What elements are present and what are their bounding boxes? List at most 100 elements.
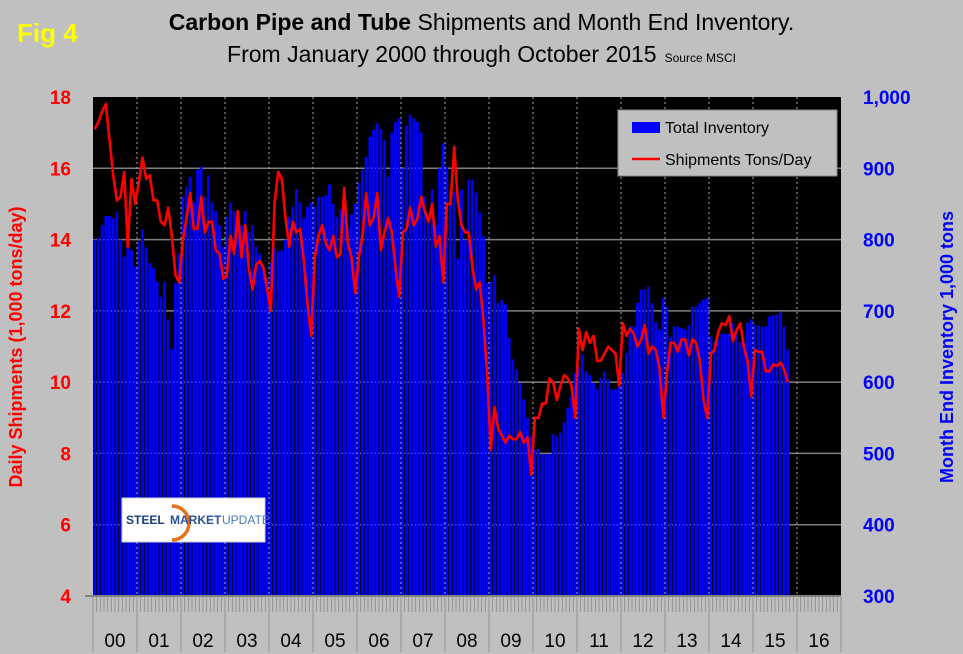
inventory-bar xyxy=(188,176,192,596)
inventory-bar xyxy=(625,352,628,596)
x-tick-label: 05 xyxy=(324,631,345,652)
inventory-bar xyxy=(97,237,100,596)
inventory-bar xyxy=(372,129,375,596)
logo-word-update: UPDATE xyxy=(222,513,270,527)
inventory-bar xyxy=(166,319,170,596)
inventory-bar xyxy=(632,326,636,596)
inventory-bar xyxy=(467,179,471,597)
inventory-bar xyxy=(177,253,181,597)
inventory-bar xyxy=(478,212,482,597)
inventory-bar xyxy=(500,300,504,596)
inventory-bar xyxy=(276,251,280,596)
inventory-bar xyxy=(742,342,746,596)
inventory-bar xyxy=(130,250,133,596)
x-tick-label: 12 xyxy=(632,631,653,652)
inventory-bar xyxy=(225,216,229,596)
inventory-bar xyxy=(540,454,544,596)
inventory-bar xyxy=(614,389,617,596)
x-tick-label: 01 xyxy=(148,631,169,652)
inventory-bar xyxy=(566,407,570,596)
inventory-bar xyxy=(232,211,236,597)
inventory-bar xyxy=(654,322,658,596)
inventory-bar xyxy=(247,232,251,596)
inventory-bar xyxy=(683,329,687,596)
inventory-bar xyxy=(137,241,141,596)
inventory-bar xyxy=(243,211,247,597)
left-tick-label: 8 xyxy=(60,444,71,465)
inventory-bar xyxy=(346,228,350,596)
right-tick-label: 1,000 xyxy=(863,88,911,109)
inventory-bar xyxy=(174,283,177,596)
inventory-bar xyxy=(269,263,273,596)
inventory-bar xyxy=(504,304,507,596)
inventory-bar xyxy=(251,225,254,597)
inventory-bar xyxy=(727,333,731,596)
inventory-bar xyxy=(412,118,416,596)
inventory-bar xyxy=(309,202,313,596)
inventory-bar xyxy=(702,299,705,596)
inventory-bar xyxy=(306,206,309,596)
inventory-bar xyxy=(298,202,302,596)
inventory-bar xyxy=(100,225,104,597)
inventory-bar xyxy=(577,366,581,596)
inventory-bar xyxy=(559,432,562,596)
x-tick-label: 03 xyxy=(236,631,257,652)
inventory-bar xyxy=(716,339,720,596)
inventory-bar xyxy=(493,275,496,596)
inventory-bar xyxy=(474,192,478,596)
inventory-bar xyxy=(669,336,672,596)
inventory-bar xyxy=(291,206,295,596)
inventory-bar xyxy=(122,256,126,596)
inventory-bar xyxy=(643,289,647,596)
inventory-bar xyxy=(452,192,456,596)
inventory-bar xyxy=(698,303,702,596)
x-tick-label: 02 xyxy=(192,631,213,652)
right-tick-label: 400 xyxy=(863,516,895,537)
inventory-bar xyxy=(287,216,291,596)
logo-box xyxy=(121,497,266,543)
inventory-bar xyxy=(551,434,555,596)
inventory-bar xyxy=(229,202,232,596)
inventory-bar xyxy=(111,218,115,596)
inventory-bar xyxy=(661,298,665,596)
inventory-bar xyxy=(361,169,364,596)
inventory-bar xyxy=(485,283,489,596)
inventory-bar xyxy=(731,322,735,596)
inventory-bar xyxy=(562,422,566,596)
right-tick-label: 700 xyxy=(863,302,895,323)
inventory-bar xyxy=(606,379,610,596)
left-tick-label: 10 xyxy=(50,373,71,394)
inventory-bar xyxy=(610,389,614,596)
inventory-bar xyxy=(207,175,210,596)
left-tick-label: 12 xyxy=(50,302,71,323)
inventory-bar xyxy=(775,314,779,596)
inventory-bar xyxy=(482,236,485,596)
inventory-bar xyxy=(441,143,445,597)
inventory-bar xyxy=(515,369,518,596)
inventory-bar xyxy=(262,268,265,596)
left-tick-label: 4 xyxy=(60,587,71,608)
inventory-bar xyxy=(210,202,214,596)
inventory-bar xyxy=(522,399,526,596)
inventory-bar xyxy=(335,216,339,596)
left-tick-label: 16 xyxy=(50,159,71,180)
inventory-bar xyxy=(394,121,397,596)
inventory-bar xyxy=(694,306,698,596)
inventory-bar xyxy=(133,266,137,596)
right-tick-label: 500 xyxy=(863,444,895,465)
inventory-bar xyxy=(529,436,533,596)
inventory-bar xyxy=(507,337,511,596)
inventory-bar xyxy=(185,186,188,596)
inventory-bar xyxy=(236,221,240,596)
logo-word-market: MARKET xyxy=(170,513,222,527)
inventory-bar xyxy=(419,132,423,596)
inventory-bar xyxy=(555,436,559,596)
inventory-bar xyxy=(665,306,669,596)
x-tick-label: 13 xyxy=(676,631,697,652)
inventory-bar xyxy=(676,326,680,596)
left-tick-label: 6 xyxy=(60,516,71,537)
right-tick-label: 300 xyxy=(863,587,895,608)
x-tick-label: 11 xyxy=(589,631,609,652)
inventory-bar xyxy=(324,195,328,597)
inventory-bar xyxy=(584,371,588,596)
